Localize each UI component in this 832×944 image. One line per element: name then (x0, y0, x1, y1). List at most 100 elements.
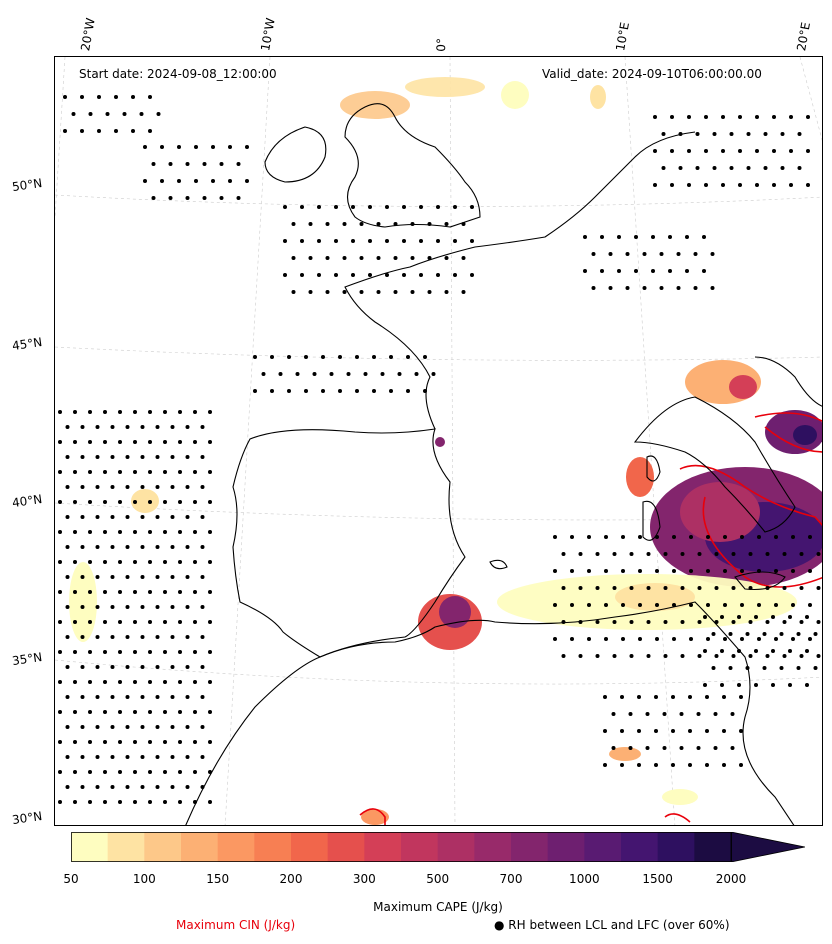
rh-dot (788, 683, 792, 687)
rh-dot (611, 712, 616, 716)
rh-dot (321, 355, 325, 359)
rh-dot (73, 800, 77, 804)
rh-dot (80, 695, 85, 699)
rh-dot (208, 590, 212, 594)
rh-dot (325, 290, 330, 294)
rh-dot (680, 654, 685, 658)
rh-dot (236, 196, 241, 200)
rh-dot (685, 235, 689, 239)
rh-dot (595, 654, 600, 658)
rh-dot (703, 649, 707, 653)
rh-dot (754, 683, 758, 687)
rh-dot (714, 620, 719, 624)
rh-dot (816, 552, 821, 556)
colorbar-tick-label: 100 (132, 872, 156, 886)
rh-dot (163, 500, 167, 504)
rh-dot (80, 575, 85, 579)
rh-dot (738, 183, 742, 187)
rh-dot (253, 355, 257, 359)
rh-dot (270, 389, 274, 393)
rh-dot (317, 205, 321, 209)
rh-dot (697, 654, 702, 658)
rh-dot (671, 763, 675, 767)
rh-dot (148, 680, 152, 684)
rh-dot (178, 410, 182, 414)
rh-dot (202, 196, 207, 200)
rh-dot (746, 166, 751, 170)
rh-dot (453, 273, 457, 277)
rh-dot (228, 179, 232, 183)
rh-dot (118, 410, 122, 414)
rh-dot (561, 654, 566, 658)
rh-dot (722, 695, 726, 699)
colorbar-tick-label: 150 (206, 872, 230, 886)
rh-dot (65, 725, 70, 729)
rh-dot (822, 683, 823, 687)
lat-label-45n: 45°N (11, 334, 44, 354)
rh-dot (570, 603, 574, 607)
rh-dot (359, 256, 364, 260)
rh-dot (80, 545, 85, 549)
rh-dot (799, 620, 804, 624)
rh-dot (80, 605, 85, 609)
rh-dot (208, 500, 212, 504)
rh-dot (140, 605, 145, 609)
rh-dot (125, 455, 130, 459)
rh-dot (65, 605, 70, 609)
rh-dot (651, 235, 655, 239)
rh-dot (722, 763, 726, 767)
rh-dot (133, 440, 137, 444)
rh-dot (200, 635, 205, 639)
lon-label-20w: 20°W (78, 16, 98, 52)
start-date-label: Start date: 2024-09-08_12:00:00 (77, 67, 279, 81)
rh-dot (376, 290, 381, 294)
rh-dot (300, 239, 304, 243)
rh-dot (670, 149, 674, 153)
rh-dot (148, 410, 152, 414)
rh-dot (148, 620, 152, 624)
rh-dot (73, 470, 77, 474)
lon-label-0: 0° (434, 37, 449, 52)
rh-dot (143, 179, 147, 183)
rh-dot (680, 620, 685, 624)
rh-dot (163, 620, 167, 624)
rh-dot (621, 637, 625, 641)
rh-dot (351, 273, 355, 277)
rh-dot (65, 485, 70, 489)
rh-dot (103, 800, 107, 804)
rh-dot (678, 132, 683, 136)
rh-dot (177, 179, 181, 183)
rh-dot (738, 115, 742, 119)
rh-dot (693, 286, 698, 290)
rh-dot (73, 560, 77, 564)
rh-dot (693, 252, 698, 256)
rh-dot (797, 166, 802, 170)
rh-dot (661, 132, 666, 136)
rh-dot (140, 635, 145, 639)
rh-dot (114, 129, 118, 133)
rh-dot (283, 205, 287, 209)
rh-dot (620, 763, 624, 767)
rh-dot (782, 552, 787, 556)
rh-dot (317, 239, 321, 243)
rh-dot (338, 355, 342, 359)
rh-dot (444, 222, 449, 226)
rh-dot (754, 649, 758, 653)
rh-dot (813, 632, 818, 636)
rh-dot (642, 286, 647, 290)
rh-dot (58, 560, 62, 564)
rh-dot (140, 455, 145, 459)
lat-label-40n: 40°N (11, 491, 44, 511)
colorbar-segment (254, 832, 292, 862)
rh-dot (208, 410, 212, 414)
rh-dot (155, 515, 160, 519)
rh-dot (80, 129, 84, 133)
rh-dot (177, 145, 181, 149)
rh-dot (672, 569, 676, 573)
rh-dot (163, 560, 167, 564)
rh-dot (629, 654, 634, 658)
rh-dot (654, 729, 658, 733)
rh-dot (427, 222, 432, 226)
rh-dot (765, 620, 770, 624)
rh-dot (621, 535, 625, 539)
